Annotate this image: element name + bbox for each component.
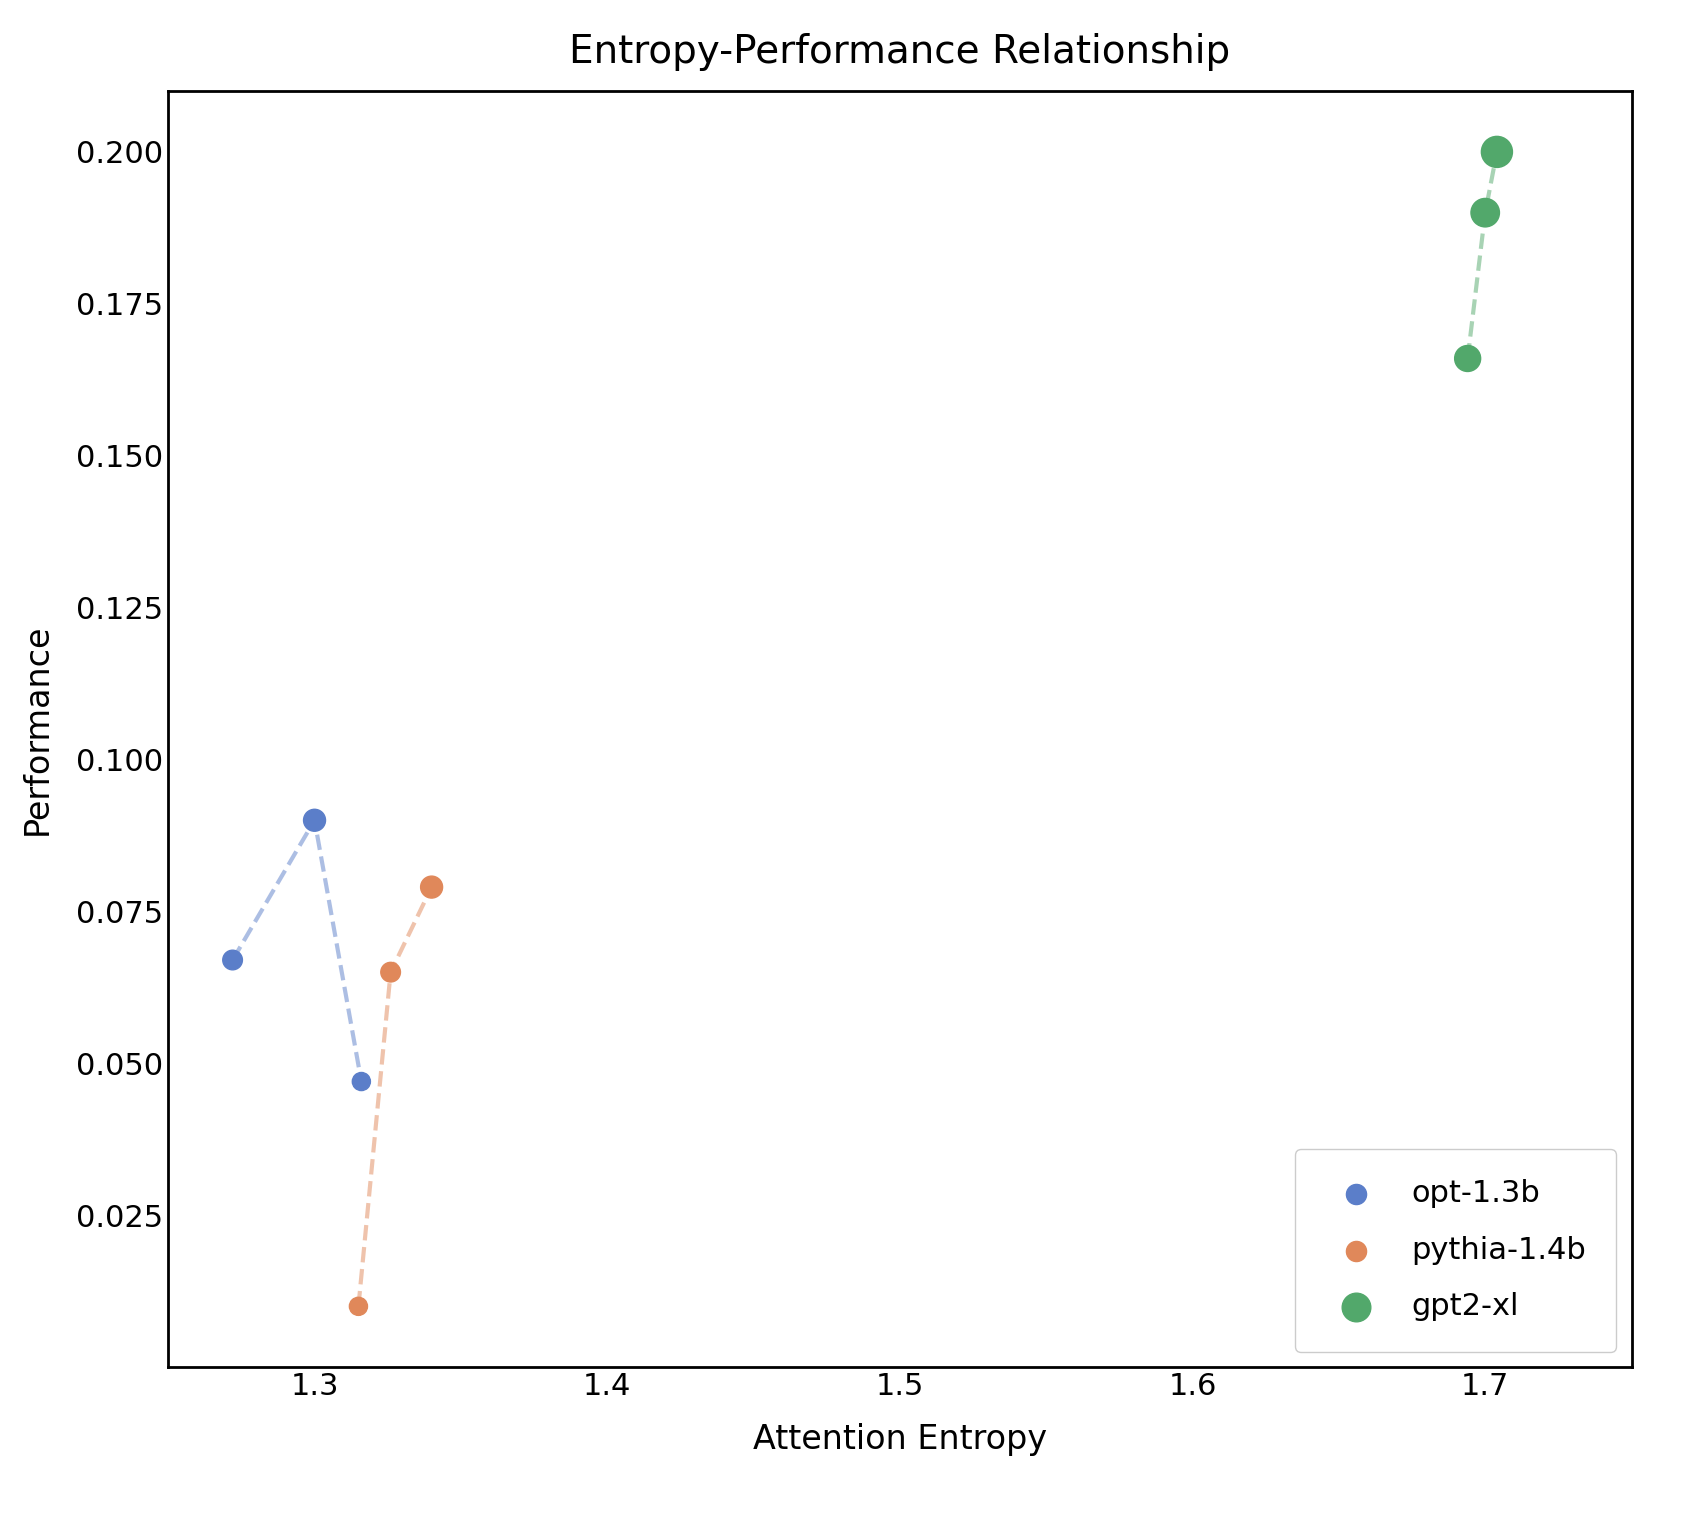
gpt2-xl <box>1472 201 1499 225</box>
opt-1.3b <box>301 808 328 832</box>
gpt2-xl <box>1455 346 1482 371</box>
pythia-1.4b <box>345 1294 372 1318</box>
X-axis label: Attention Entropy: Attention Entropy <box>754 1423 1046 1457</box>
Legend: opt-1.3b, pythia-1.4b, gpt2-xl: opt-1.3b, pythia-1.4b, gpt2-xl <box>1295 1148 1616 1352</box>
pythia-1.4b <box>377 960 404 984</box>
Title: Entropy-Performance Relationship: Entropy-Performance Relationship <box>569 33 1231 71</box>
gpt2-xl <box>1484 140 1510 164</box>
Y-axis label: Performance: Performance <box>20 623 54 835</box>
opt-1.3b <box>219 948 246 972</box>
opt-1.3b <box>348 1069 375 1094</box>
pythia-1.4b <box>419 875 446 899</box>
